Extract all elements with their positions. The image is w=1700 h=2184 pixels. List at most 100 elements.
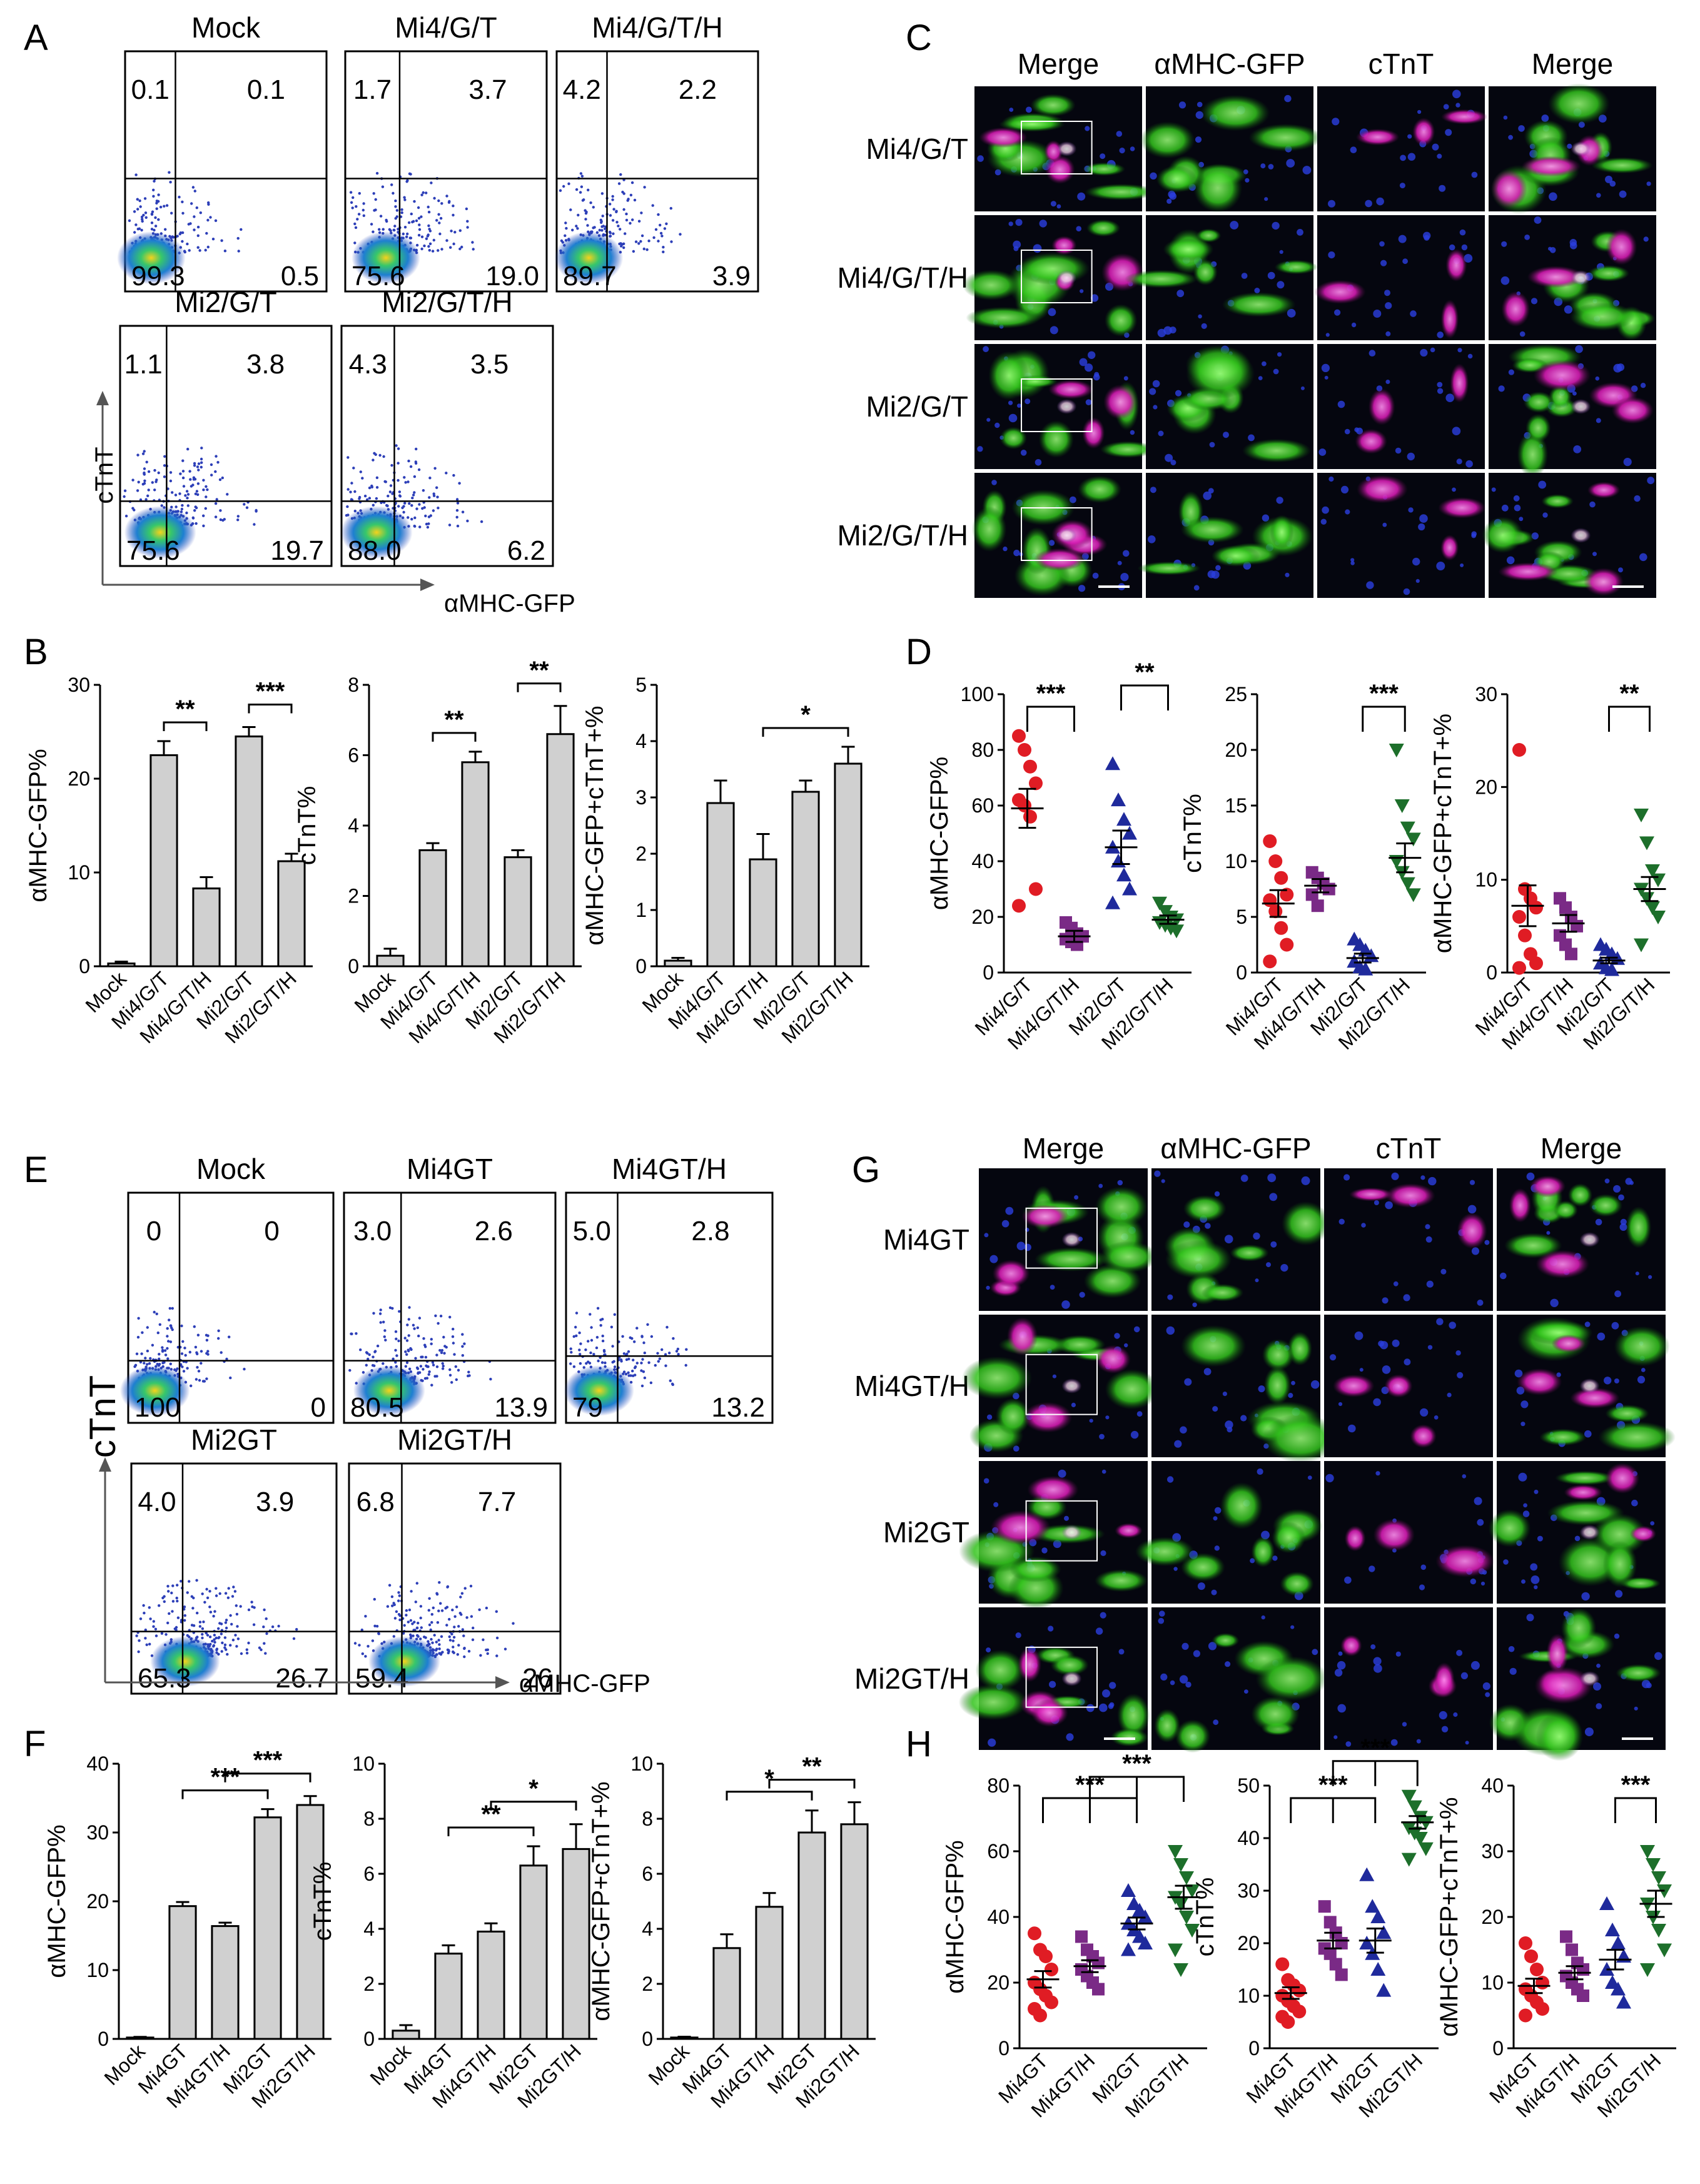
flow-event bbox=[431, 250, 435, 253]
flow-event bbox=[198, 1625, 202, 1628]
quadrant-upper-right: 2.2 bbox=[679, 74, 717, 105]
flow-event bbox=[195, 1378, 198, 1381]
flow-event bbox=[460, 1592, 464, 1595]
flow-event bbox=[386, 1605, 390, 1608]
flow-event bbox=[403, 198, 407, 201]
flow-event bbox=[405, 1361, 409, 1364]
flow-event bbox=[414, 1600, 417, 1604]
bar bbox=[749, 858, 777, 968]
ctnt-cell bbox=[1031, 1699, 1068, 1727]
flow-event bbox=[166, 1335, 169, 1338]
ctnt-cell bbox=[1529, 1175, 1566, 1198]
nucleus bbox=[1365, 200, 1372, 208]
flow-event bbox=[372, 1355, 375, 1358]
flow-event bbox=[203, 1380, 206, 1383]
micro-tile bbox=[1497, 1315, 1676, 1457]
data-point bbox=[1565, 948, 1577, 961]
y-tick-label: 10 bbox=[1237, 1984, 1260, 2007]
data-point bbox=[1263, 834, 1277, 848]
ctnt-cell bbox=[1018, 1647, 1041, 1682]
flow-event bbox=[455, 1378, 458, 1382]
significance-bracket bbox=[1120, 684, 1169, 710]
nucleus bbox=[1596, 193, 1601, 198]
flow-event bbox=[220, 1351, 223, 1354]
nucleus bbox=[1098, 1183, 1103, 1188]
micro-header: Merge bbox=[1023, 1132, 1104, 1165]
flow-event bbox=[631, 1369, 634, 1373]
data-point bbox=[1116, 812, 1131, 826]
flow-event bbox=[620, 243, 624, 246]
flow-A-y-arrowhead bbox=[96, 391, 109, 405]
flow-event bbox=[457, 1625, 460, 1628]
flow-event bbox=[265, 1617, 268, 1620]
ctnt-cell bbox=[1027, 1475, 1079, 1504]
flow-event bbox=[447, 1651, 450, 1655]
data-point bbox=[1092, 1956, 1105, 1969]
data-point bbox=[1359, 1936, 1375, 1949]
nucleus bbox=[1597, 1332, 1606, 1341]
flow-event bbox=[171, 1600, 175, 1603]
flow-event bbox=[136, 489, 139, 492]
nucleus bbox=[1240, 1415, 1247, 1422]
flow-event bbox=[188, 1580, 191, 1583]
nucleus bbox=[1163, 326, 1172, 335]
flow-event bbox=[403, 1624, 406, 1627]
data-point bbox=[1105, 895, 1120, 909]
flow-event bbox=[455, 498, 459, 501]
flow-event bbox=[214, 219, 218, 222]
flow-event bbox=[445, 239, 448, 242]
data-point bbox=[1335, 1968, 1348, 1981]
significance-label: *** bbox=[1369, 680, 1399, 707]
flow-event bbox=[590, 1326, 593, 1329]
flow-event bbox=[622, 208, 625, 211]
quadrant-upper-left: 3.0 bbox=[353, 1216, 392, 1246]
nucleus bbox=[1078, 585, 1086, 592]
flow-event bbox=[195, 1579, 198, 1582]
flow-event bbox=[642, 1341, 645, 1345]
micro-tile bbox=[1488, 1461, 1666, 1604]
quadrant-upper-right: 3.8 bbox=[246, 349, 285, 380]
nucleus bbox=[1416, 1739, 1421, 1744]
flow-event bbox=[372, 192, 375, 195]
flow-event bbox=[205, 495, 208, 498]
nucleus bbox=[1455, 103, 1460, 108]
flow-event bbox=[123, 495, 126, 498]
nucleus bbox=[1150, 487, 1156, 493]
nucleus bbox=[1613, 363, 1622, 373]
flow-event bbox=[252, 1623, 256, 1626]
flow-event bbox=[144, 498, 148, 501]
flow-event bbox=[145, 460, 148, 463]
flow-event bbox=[151, 210, 154, 213]
flow-event bbox=[183, 1619, 186, 1622]
flow-event bbox=[657, 240, 660, 243]
flow-event bbox=[379, 1308, 382, 1312]
flow-event bbox=[462, 1634, 465, 1637]
nucleus bbox=[1244, 1689, 1248, 1694]
flow-event bbox=[198, 1378, 201, 1382]
flow-event bbox=[168, 1307, 171, 1310]
flow-event bbox=[196, 482, 200, 485]
flow-event bbox=[225, 1626, 228, 1630]
nucleus bbox=[1093, 373, 1100, 381]
flow-event bbox=[633, 1340, 636, 1343]
flow-event bbox=[143, 479, 146, 482]
significance-label: *** bbox=[253, 1747, 283, 1774]
flow-event bbox=[225, 1619, 228, 1622]
flow-event bbox=[419, 1365, 423, 1368]
nucleus bbox=[1412, 557, 1420, 566]
flow-event bbox=[453, 231, 457, 234]
flow-event bbox=[424, 1636, 427, 1639]
flow-event bbox=[193, 228, 196, 231]
flow-event bbox=[150, 221, 154, 225]
nucleus bbox=[1088, 351, 1096, 359]
gfp-cell bbox=[1549, 385, 1572, 409]
nucleus bbox=[1257, 1468, 1263, 1475]
flow-event bbox=[186, 1591, 189, 1594]
flow-event bbox=[465, 1616, 468, 1619]
flow-event bbox=[629, 193, 633, 197]
flow-plot-title: Mi4GT/H bbox=[612, 1153, 727, 1185]
nucleus bbox=[1452, 89, 1461, 99]
nucleus bbox=[1531, 1575, 1540, 1584]
nucleus bbox=[1230, 221, 1239, 230]
nucleus bbox=[1152, 380, 1160, 388]
